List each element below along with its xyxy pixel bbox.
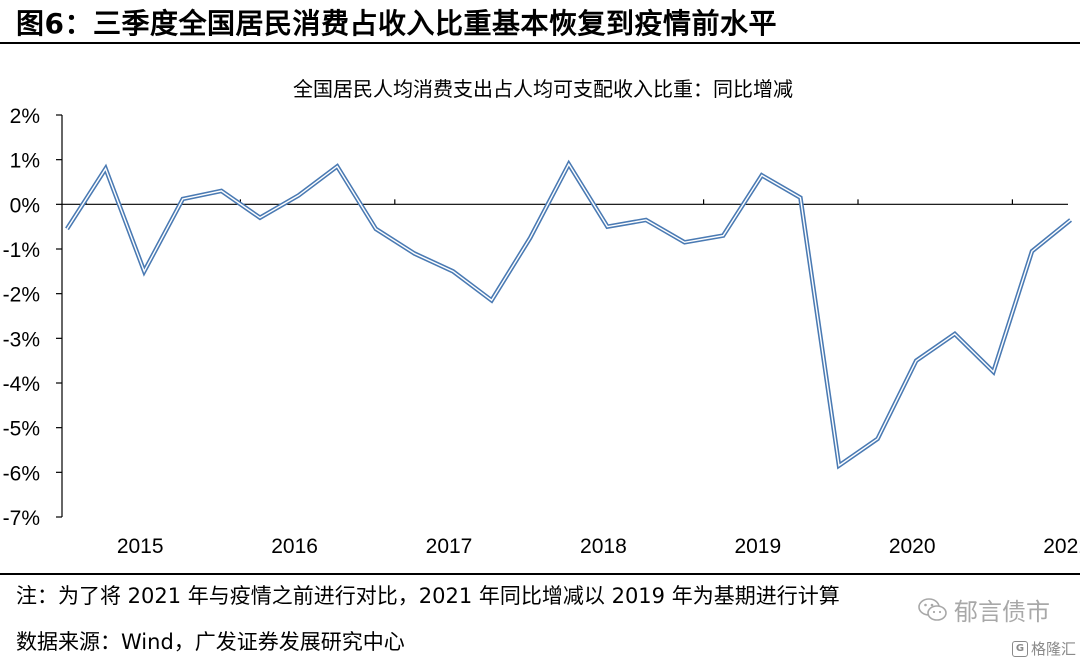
brand-icon: G (1011, 640, 1028, 657)
y-tick-label: 2% (10, 105, 40, 128)
y-tick-label: 1% (10, 150, 40, 173)
figure-header: 图6：三季度全国居民消费占收入比重基本恢复到疫情前水平 (0, 0, 1080, 40)
x-tick-label: 2018 (580, 535, 627, 558)
x-tick-label: 2020 (889, 535, 936, 558)
wechat-icon (918, 597, 947, 621)
watermark: 郁言债市 (918, 592, 1050, 627)
y-tick-label: -3% (3, 328, 40, 351)
series-line-inner (66, 162, 1072, 467)
footnote-note: 注：为了将 2021 年与疫情之前进行对比，2021 年同比增减以 2019 年… (16, 584, 840, 608)
chart-title: 全国居民人均消费支出占人均可支配收入比重：同比增减 (293, 78, 793, 101)
y-tick-label: 0% (10, 194, 40, 217)
y-tick-label: -5% (3, 418, 40, 441)
x-tick-label: 2016 (271, 535, 318, 558)
figure-title: 图6：三季度全国居民消费占收入比重基本恢复到疫情前水平 (16, 7, 777, 40)
y-tick-label: -7% (3, 507, 40, 530)
y-tick-label: -1% (3, 239, 40, 262)
x-tick-label: 2015 (117, 535, 164, 558)
watermark-text: 郁言债市 (954, 598, 1050, 626)
series-line (65, 159, 1073, 470)
y-tick-label: -2% (3, 284, 40, 307)
y-tick-label: -6% (3, 462, 40, 485)
bottom-rule (0, 573, 1080, 575)
watermark-2: G 格隆汇 (1011, 638, 1076, 659)
x-tick-label: 2017 (426, 535, 473, 558)
x-tick-label: 2021 (1043, 535, 1080, 558)
top-rule (0, 42, 1080, 44)
watermark-text-2: 格隆汇 (1030, 640, 1076, 658)
footnote-source: 数据来源：Wind，广发证券发展研究中心 (16, 630, 405, 654)
line-chart: 全国居民人均消费支出占人均可支配收入比重：同比增减 2% 1% 0% -1% -2% -3%… (3, 78, 1080, 558)
y-tick-label: -4% (3, 373, 40, 396)
x-tick-label: 2019 (734, 535, 781, 558)
